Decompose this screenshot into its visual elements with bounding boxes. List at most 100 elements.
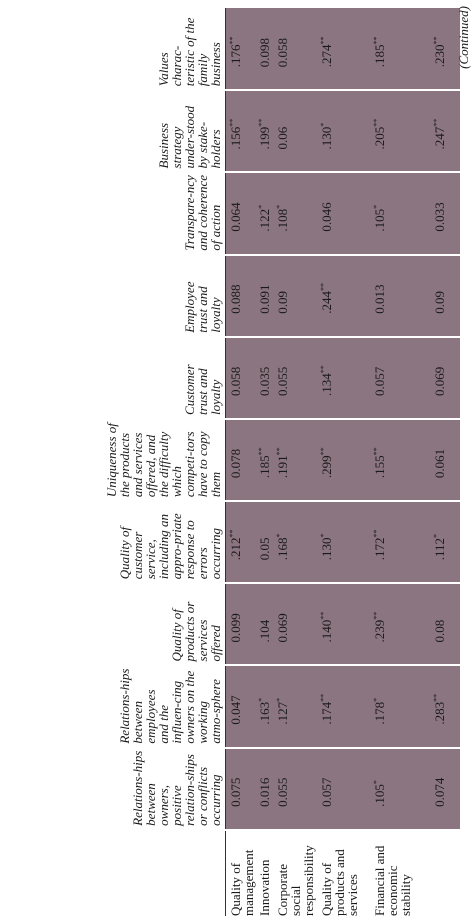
significance: *	[319, 533, 328, 538]
significance: *	[372, 204, 381, 209]
cell: .163*	[255, 665, 273, 748]
cell: .172**	[370, 501, 430, 584]
cell: 0.035	[255, 336, 273, 419]
significance: *	[257, 697, 266, 702]
cell: .185**	[370, 8, 430, 91]
significance: **	[319, 283, 328, 292]
column-header: Customer trust and loyalty	[0, 336, 226, 419]
cell: .130*	[317, 501, 370, 584]
cell: .283**	[430, 665, 460, 748]
significance: **	[372, 529, 381, 538]
significance: **	[319, 365, 328, 374]
significance: **	[432, 36, 441, 45]
cell: 0.078	[225, 418, 255, 502]
cell: 0.016	[255, 747, 273, 830]
significance: *	[372, 780, 381, 785]
cell: .105*	[370, 172, 430, 255]
cell: .156**	[225, 90, 255, 173]
significance: **	[319, 36, 328, 45]
cell: .168*	[273, 501, 317, 584]
significance: **	[319, 611, 328, 620]
cell: 0.06	[273, 90, 317, 173]
significance: **	[372, 118, 381, 127]
cell: .191**	[273, 418, 317, 502]
table-row: Quality of products and services 0.057.17…	[317, 8, 370, 916]
cell: 0.074	[430, 747, 460, 830]
significance: **	[319, 447, 328, 456]
cell: .205**	[370, 90, 430, 173]
cell: 0.058	[273, 8, 317, 91]
cell: 0.069	[430, 336, 460, 419]
cell: .239**	[370, 583, 430, 666]
cell: 0.057	[317, 747, 370, 830]
significance: *	[275, 204, 284, 209]
table-row: Financial and economic stability .105* .17…	[370, 8, 430, 916]
significance: **	[257, 118, 266, 127]
significance: *	[275, 533, 284, 538]
cell: 0.09	[273, 254, 317, 337]
significance: **	[319, 693, 328, 702]
column-header: Relations-hips between owners, positive …	[0, 747, 226, 830]
cell: .104	[255, 583, 273, 666]
cell: .174**	[317, 665, 370, 748]
cell: 0.055	[273, 747, 317, 830]
cell: 0.05	[255, 501, 273, 584]
cell: .105*	[370, 747, 430, 830]
cell: .130*	[317, 90, 370, 173]
cell: 0.055	[273, 336, 317, 419]
significance: **	[372, 611, 381, 620]
cell: 0.058	[225, 336, 255, 419]
column-header: Transpare-ncy and coherence of action	[0, 172, 226, 255]
cell: 0.098	[255, 8, 273, 91]
cell: .134**	[317, 336, 370, 419]
column-header: Quality of customer service, including a…	[0, 501, 226, 584]
significance: *	[319, 122, 328, 127]
column-header: Business strategy under-stood by stake-h…	[0, 90, 226, 173]
significance: **	[228, 118, 237, 127]
continued-note: (Continued)	[456, 6, 471, 69]
significance: **	[257, 447, 266, 456]
row-label: Quality of management	[228, 849, 256, 916]
column-header: Quality of products or services offered	[0, 583, 226, 666]
cell: 0.075	[225, 747, 255, 830]
cell: 0.061	[430, 418, 460, 502]
cell: .274**	[317, 8, 370, 91]
table: Relations-hips between owners, positive …	[0, 8, 460, 916]
cell: 0.057	[370, 336, 430, 419]
significance: **	[228, 36, 237, 45]
stub-header	[0, 829, 226, 916]
table-body: Quality of management 0.075 0.047 0.099.212…	[225, 8, 460, 916]
cell: 0.064	[225, 172, 255, 255]
cell: .108*	[273, 172, 317, 255]
cell: 0.033	[430, 172, 460, 255]
significance: **	[275, 447, 284, 456]
cell: .127*	[273, 665, 317, 748]
cell: .299**	[317, 418, 370, 502]
column-header: Relations-hips between employees and the…	[0, 665, 226, 748]
significance: **	[372, 36, 381, 45]
cell: 0.013	[370, 254, 430, 337]
column-header: Uniqueness of the products and services …	[0, 418, 226, 502]
cell: 0.047	[225, 665, 255, 748]
cell: 0.088	[225, 254, 255, 337]
cell: 0.091	[255, 254, 273, 337]
table-row: Quality of management 0.075 0.047 0.099.212…	[225, 8, 256, 916]
significance: *	[275, 697, 284, 702]
cell: .199**	[255, 90, 273, 173]
cell: .212**	[225, 501, 255, 584]
cell: .176**	[225, 8, 255, 91]
cell: .122*	[255, 172, 273, 255]
table-row: 0.074.283** 0.08.112* 0.061 0.069 0.09 0.033.…	[430, 8, 460, 916]
row-label	[430, 830, 460, 916]
cell: 0.08	[430, 583, 460, 666]
cell: 0.09	[430, 254, 460, 337]
row-label: Corporate social responsibility	[275, 845, 316, 916]
cell: .155**	[370, 418, 430, 502]
significance: **	[228, 529, 237, 538]
column-header: Employee trust and loyalty	[0, 254, 226, 337]
significance: **	[372, 447, 381, 456]
column-header: Values charac-teristic of the family bus…	[0, 8, 226, 91]
row-label: Quality of products and services	[319, 849, 360, 916]
significance: *	[432, 534, 441, 539]
